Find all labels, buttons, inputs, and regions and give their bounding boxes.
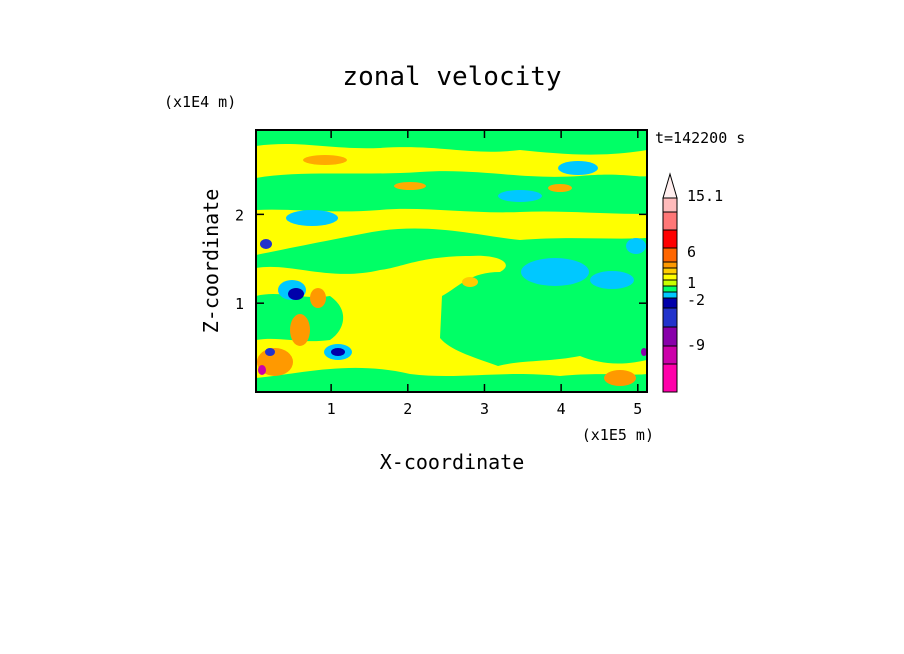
colorbar-extend-arrow — [662, 172, 678, 199]
field-band-green — [256, 367, 647, 392]
field-patch-cyan — [590, 271, 634, 289]
y-axis-label: Z-coordinate — [199, 189, 223, 334]
field-patch-orange — [548, 184, 572, 192]
x-unit-label: (x1E5 m) — [582, 426, 654, 444]
field-patch-cyan — [558, 161, 598, 175]
field-patch-cyan — [521, 258, 589, 286]
colorbar-segment — [662, 273, 678, 281]
field-band-green — [256, 171, 647, 214]
time-label: t=142200 s — [655, 129, 745, 147]
plot-frame — [255, 129, 648, 393]
colorbar-segment — [662, 197, 678, 213]
field-patch-orange — [257, 348, 293, 376]
y-tick-label: 2 — [235, 206, 244, 224]
colorbar-segment — [662, 307, 678, 328]
chart-title: zonal velocity — [342, 62, 561, 92]
colorbar-label: 15.1 — [687, 187, 723, 205]
field-patch-blue — [288, 288, 304, 300]
colorbar-segment — [662, 363, 678, 393]
colorbar-label: -9 — [687, 336, 705, 354]
x-tick-label: 5 — [633, 400, 642, 418]
colorbar-segment — [662, 261, 678, 269]
field-band-green — [256, 130, 647, 155]
colorbar-label: 1 — [687, 274, 696, 292]
colorbar-segment — [662, 267, 678, 275]
y-tick-label: 1 — [235, 295, 244, 313]
colorbar-segment — [662, 229, 678, 249]
colorbar-label: -2 — [687, 291, 705, 309]
x-axis-label: X-coordinate — [380, 450, 525, 474]
field-patch-blue — [265, 348, 275, 356]
field-patch-blue — [260, 239, 272, 249]
y-unit-label: (x1E4 m) — [164, 93, 236, 111]
axis-ticks: 1 2 3 4 5 1 2 — [235, 130, 647, 418]
field-patch-cyan — [498, 190, 542, 202]
colorbar-segment — [662, 297, 678, 309]
field-patch-orange — [462, 277, 478, 287]
colorbar-segment — [662, 279, 678, 287]
field-patch-orange — [310, 288, 326, 308]
plot-area — [256, 130, 647, 392]
colorbar-segment — [662, 285, 678, 293]
field-patch-magenta — [641, 348, 647, 356]
colorbar-segment — [662, 211, 678, 231]
field-patch-orange — [303, 155, 347, 165]
field-patch-cyan — [286, 210, 338, 226]
field-patch-orange — [604, 370, 636, 386]
field-patch-orange — [290, 314, 310, 346]
x-tick-label: 1 — [327, 400, 336, 418]
x-tick-label: 2 — [403, 400, 412, 418]
x-tick-label: 4 — [557, 400, 566, 418]
colorbar-segment — [662, 247, 678, 263]
colorbar-segment — [662, 345, 678, 365]
colorbar-segment — [662, 326, 678, 347]
colorbar-label: 6 — [687, 243, 696, 261]
field-patch-magenta — [258, 365, 266, 375]
field-patch-orange — [394, 182, 426, 190]
colorbar-segment — [662, 291, 678, 299]
colorbar: 15.1 6 1-2 -9 — [662, 172, 723, 393]
field-patch-cyan — [626, 238, 646, 254]
x-tick-label: 3 — [480, 400, 489, 418]
field-patch-blue — [331, 348, 345, 356]
